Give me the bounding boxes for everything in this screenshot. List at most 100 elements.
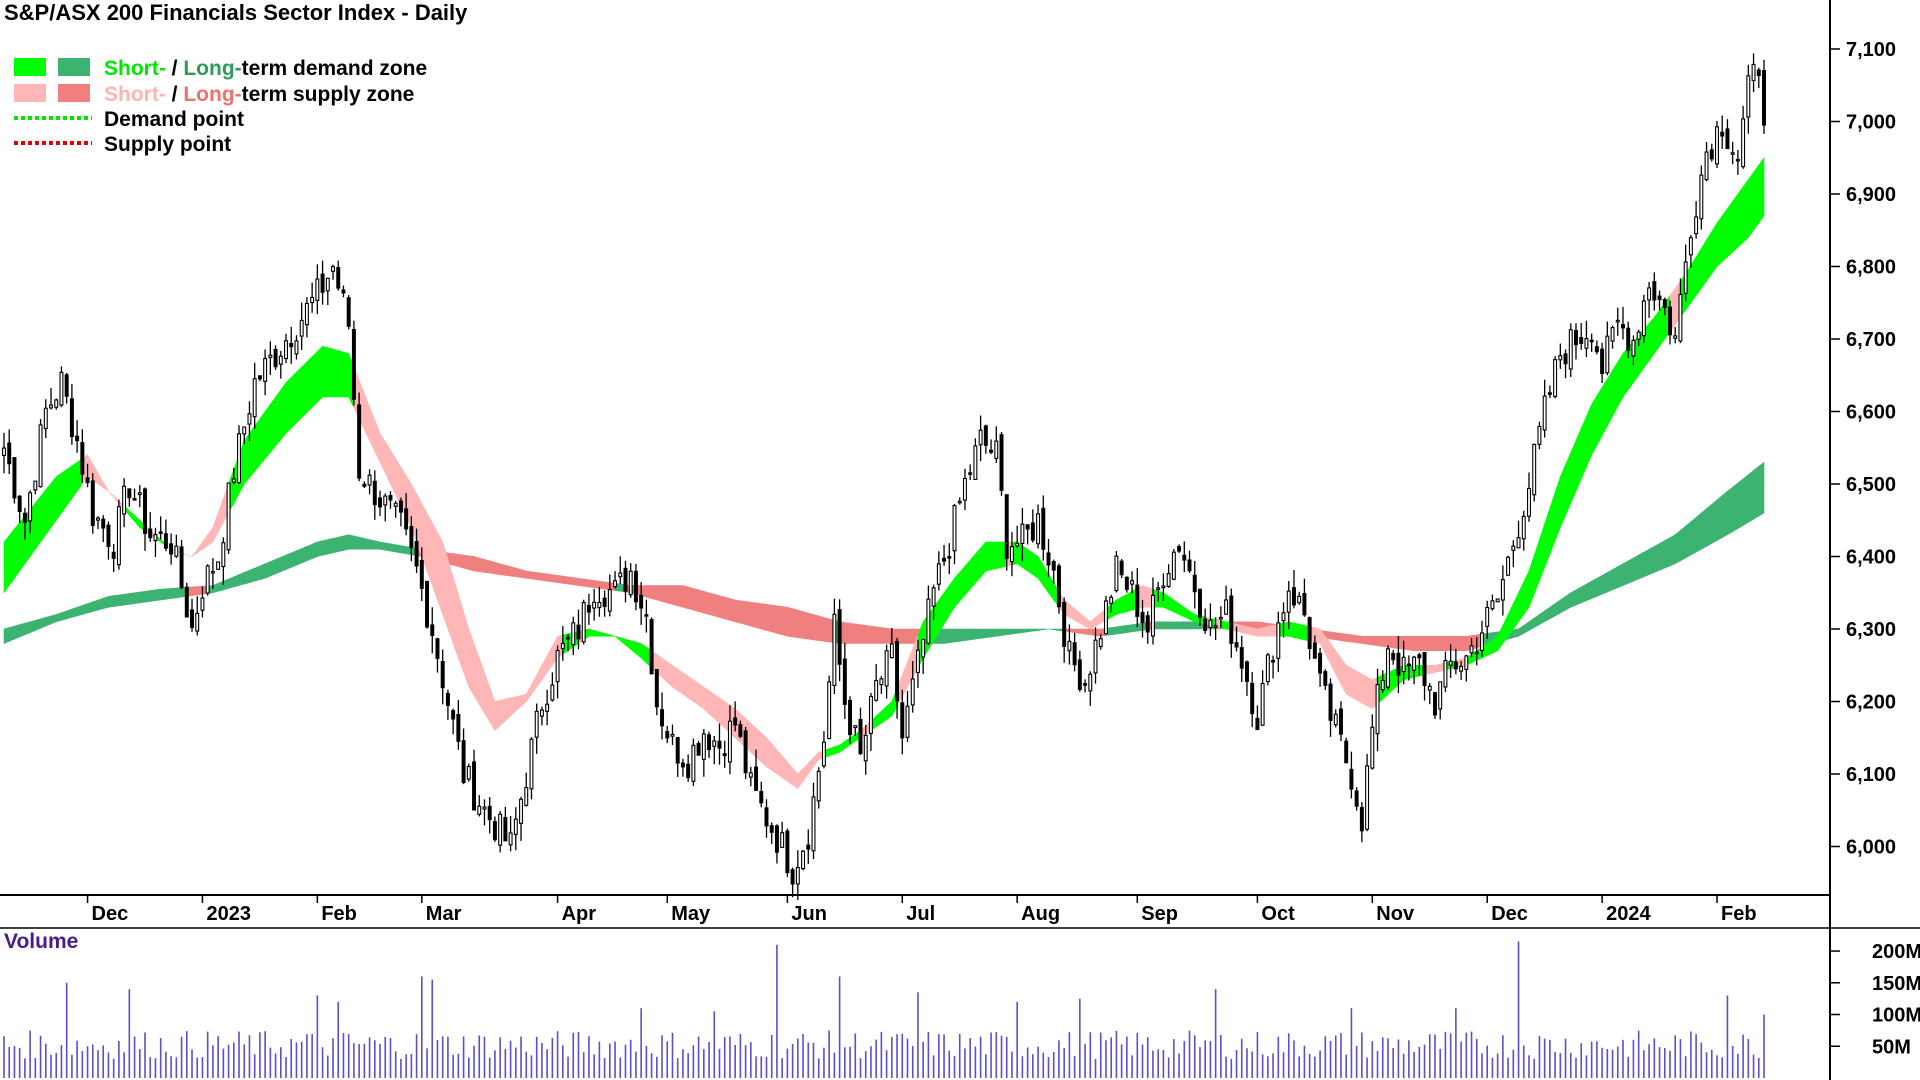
long-term-zone-segment [1674, 529, 1681, 565]
short-term-zone-segment [290, 371, 297, 429]
long-term-zone-segment [1413, 635, 1420, 652]
candle [1725, 119, 1730, 150]
price-tick-label: 6,900 [1846, 184, 1896, 206]
short-term-zone-segment [510, 696, 517, 717]
candle [618, 556, 623, 585]
candle-body [1699, 174, 1704, 220]
long-term-zone-segment [1022, 628, 1028, 633]
short-term-zone-segment [672, 664, 679, 692]
candle [1668, 300, 1672, 345]
candle-body [806, 844, 811, 850]
candle-body [649, 619, 654, 675]
short-term-zone-segment [87, 453, 94, 481]
date-tick-label: 2023 [206, 903, 251, 925]
short-term-zone-segment [1434, 663, 1441, 673]
long-term-zone-segment [1372, 635, 1378, 647]
long-term-zone-segment [1434, 635, 1441, 652]
candle [1401, 640, 1406, 685]
candle [566, 634, 571, 652]
short-term-zone-segment [886, 700, 893, 721]
long-term-zone-segment [1445, 635, 1451, 652]
candle-body [555, 649, 560, 683]
candle [926, 585, 931, 646]
short-term-zone-segment [1617, 352, 1624, 407]
candle-body [905, 705, 910, 738]
candle [22, 507, 27, 540]
candle [884, 644, 889, 699]
candle-body [1083, 683, 1088, 686]
candle-body [430, 624, 435, 636]
short-term-zone-segment [813, 751, 820, 768]
candle-body [1291, 587, 1296, 606]
candle-body [769, 825, 774, 833]
candle [1072, 632, 1077, 672]
short-term-zone-segment [1236, 623, 1243, 634]
short-term-zone-segment [1753, 164, 1760, 232]
candle [597, 586, 602, 617]
candle-body [1657, 295, 1662, 301]
candle [639, 582, 644, 625]
candle [1244, 660, 1249, 696]
candle-body [210, 570, 215, 574]
candle [696, 741, 701, 756]
candle [143, 487, 147, 551]
candle [889, 627, 894, 659]
date-tick-label: Mar [426, 903, 462, 925]
short-term-zone-segment [881, 705, 887, 724]
candle-body [989, 449, 994, 453]
long-term-zone-segment [463, 554, 470, 570]
candle-body [268, 354, 273, 358]
candle-body [1720, 131, 1725, 137]
candle-body [680, 762, 685, 768]
short-term-zone-segment [980, 541, 987, 578]
long-term-zone-segment [943, 628, 950, 644]
short-term-zone-segment [484, 672, 490, 723]
short-term-zone-segment [71, 461, 78, 500]
candle [508, 815, 513, 852]
long-term-zone-segment [813, 614, 820, 641]
short-term-zone-segment [1701, 238, 1707, 290]
candle [868, 693, 873, 751]
candle [1474, 637, 1479, 666]
short-term-zone-segment [332, 348, 339, 398]
candle-body [1150, 594, 1155, 637]
candle [1574, 323, 1578, 360]
candle-body [571, 622, 576, 646]
candle [586, 593, 591, 625]
short-term-zone-segment [771, 742, 778, 775]
candle-body [539, 709, 544, 717]
candle [660, 692, 665, 740]
short-term-zone-segment [1742, 178, 1749, 244]
candle [1062, 597, 1067, 663]
short-term-zone-segment [364, 393, 370, 441]
candle [1746, 64, 1751, 134]
candle-body [28, 492, 33, 522]
candle-body [936, 563, 941, 585]
short-term-zone-segment [202, 533, 208, 550]
short-term-zone-segment [275, 388, 282, 447]
candle-body [1051, 561, 1056, 571]
candle-body [383, 495, 388, 506]
candle-body [942, 557, 947, 562]
short-term-zone-segment [703, 686, 710, 715]
candle [1490, 594, 1495, 611]
long-term-zone-segment [1648, 545, 1655, 576]
price-tick-label: 6,100 [1846, 764, 1896, 786]
candle [1276, 611, 1281, 672]
short-term-zone-segment [327, 347, 334, 398]
long-term-zone-segment [1580, 583, 1587, 604]
candle-body [273, 348, 278, 368]
short-term-zone-segment [1183, 606, 1190, 620]
candle-body [633, 570, 638, 603]
short-term-zone-segment [776, 749, 783, 779]
long-term-zone-segment [1131, 623, 1138, 633]
candle-body [1041, 507, 1046, 550]
short-term-zone-segment [207, 526, 214, 547]
long-term-zone-segment [97, 597, 104, 611]
short-term-zone-segment [1748, 171, 1754, 239]
short-term-zone-segment [1074, 608, 1081, 624]
candle-body [665, 731, 670, 739]
candle [190, 598, 194, 632]
long-term-zone-segment [599, 580, 605, 590]
short-term-zone-segment [437, 532, 443, 615]
